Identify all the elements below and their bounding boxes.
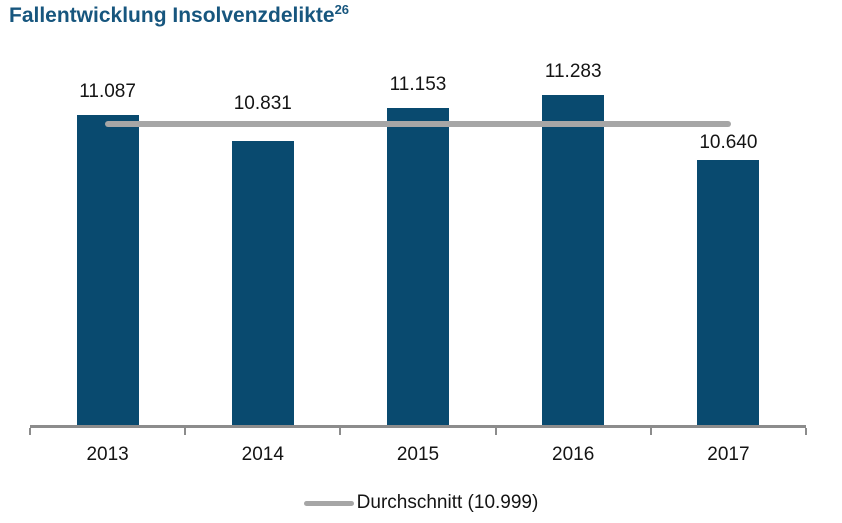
x-axis-label-2013: 2013 — [86, 444, 129, 465]
x-axis-label-2015: 2015 — [396, 444, 440, 465]
x-axis-tick — [649, 428, 652, 435]
value-label-2014: 10.831 — [233, 92, 292, 114]
x-axis-label-2014: 2014 — [241, 444, 284, 465]
bar-2014 — [231, 140, 294, 428]
value-label-2015: 11.153 — [389, 74, 447, 96]
x-axis-tick — [29, 428, 31, 435]
chart-title: Fallentwicklung Insolvenzdelikte26 — [9, 2, 350, 28]
x-axis-tick — [494, 428, 497, 435]
bar-2015 — [387, 108, 449, 428]
legend-label: Durchschnitt (10.999) — [356, 492, 539, 513]
bar-2013 — [76, 114, 139, 428]
value-label-2016: 11.283 — [544, 61, 602, 83]
x-axis-line — [30, 425, 806, 428]
x-axis-tick — [184, 428, 187, 435]
value-label-2017: 10.640 — [699, 132, 758, 154]
legend-line-swatch — [303, 500, 354, 506]
bar-2017 — [697, 160, 760, 428]
x-axis-tick — [805, 428, 807, 435]
x-axis-tick — [339, 428, 342, 435]
x-axis-label-2017: 2017 — [707, 444, 750, 465]
chart-title-text: Fallentwicklung Insolvenzdelikte — [9, 4, 335, 27]
footnote-marker: 26 — [334, 2, 350, 17]
value-label-2013: 11.087 — [79, 80, 136, 102]
x-axis-label-2016: 2016 — [552, 444, 595, 465]
bar-2016 — [542, 95, 605, 428]
average-line — [104, 120, 732, 127]
legend: Durchschnitt (10.999) — [0, 492, 842, 514]
